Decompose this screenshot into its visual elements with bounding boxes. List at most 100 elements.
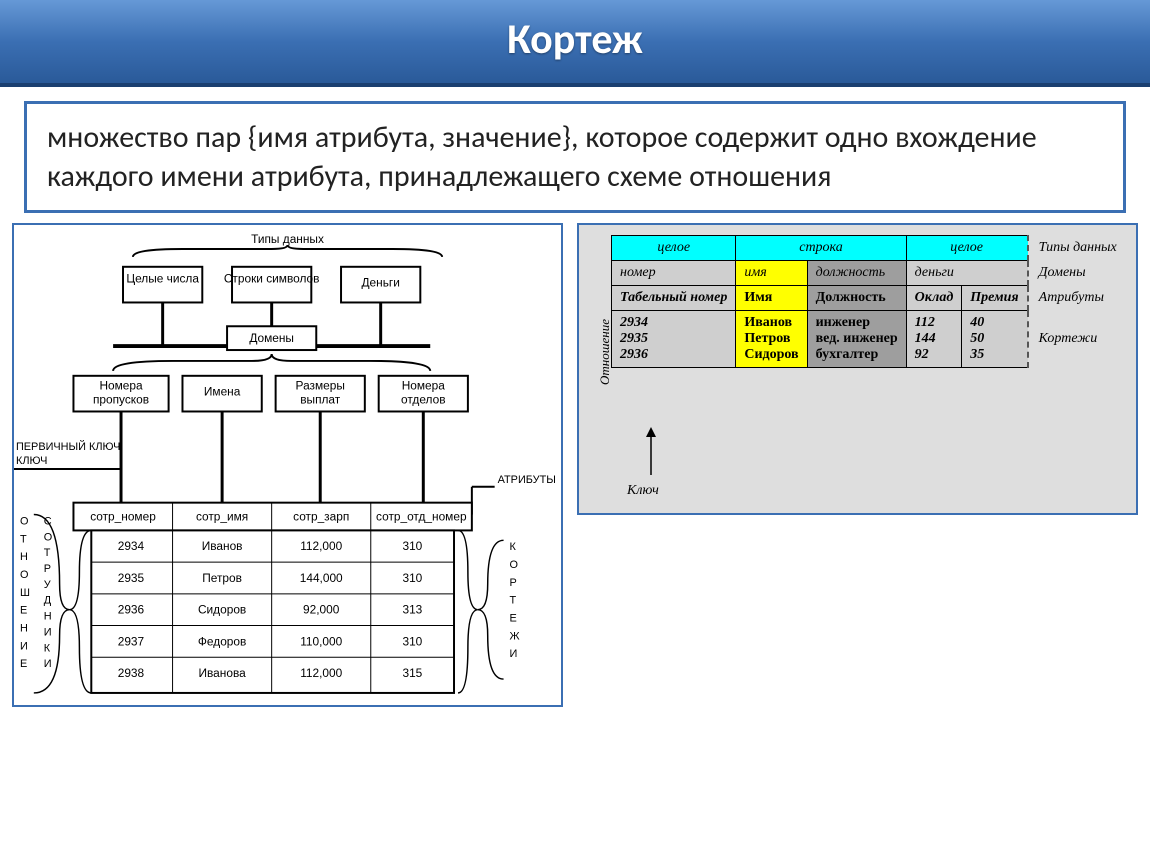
typed-table-panel: целое строка целое Типы данных номер имя… [577, 223, 1138, 515]
data-col3: инженервед. инженербухгалтер [807, 311, 906, 368]
svg-text:сотр_имя: сотр_имя [196, 509, 248, 523]
svg-text:Т: Т [510, 595, 517, 607]
svg-text:Е: Е [20, 658, 27, 670]
key-arrow [631, 425, 671, 485]
svg-text:112,000: 112,000 [300, 539, 342, 553]
svg-text:2936: 2936 [118, 603, 145, 617]
domain-box-1: Номера пропусков [73, 376, 168, 412]
svg-text:2935: 2935 [118, 571, 145, 585]
svg-text:Деньги: Деньги [362, 276, 400, 290]
svg-text:К: К [44, 642, 51, 654]
svg-text:Иванова: Иванова [198, 666, 246, 680]
schema-diagram: Типы данных Целые числа Строки символов … [12, 223, 563, 707]
svg-text:Иванов: Иванов [202, 539, 243, 553]
key-label: Ключ [627, 483, 659, 499]
label-domains: Домены [249, 331, 294, 345]
svg-text:И: И [510, 648, 518, 660]
attr-salary: Оклад [906, 286, 962, 311]
label-sotr-vertical: С О Т Р У Д Н И К И [44, 515, 52, 670]
domain-box-2: Имена [182, 376, 261, 412]
svg-text:К: К [510, 541, 517, 553]
svg-text:92,000: 92,000 [303, 603, 340, 617]
svg-text:И: И [44, 626, 52, 638]
svg-text:Строки символов: Строки символов [224, 272, 320, 286]
svg-text:И: И [44, 658, 52, 670]
svg-text:310: 310 [402, 571, 422, 585]
svg-text:Петров: Петров [202, 571, 242, 585]
svg-text:Н: Н [44, 611, 52, 623]
label-relation-vertical: О Т Н О Ш Е Н И Е [20, 515, 30, 670]
data-col2: ИвановПетровСидоров [736, 311, 807, 368]
side-tuples: Кортежи [1028, 311, 1125, 368]
svg-text:Номера: Номера [99, 379, 143, 393]
svg-text:Е: Е [510, 613, 517, 625]
svg-text:2938: 2938 [118, 666, 145, 680]
type-cell-int: целое [612, 236, 736, 261]
svg-text:О: О [20, 569, 28, 581]
svg-text:Имена: Имена [204, 385, 241, 399]
svg-text:Т: Т [44, 547, 51, 559]
attr-tabno: Табельный номер [612, 286, 736, 311]
svg-text:сотр_отд_номер: сотр_отд_номер [376, 509, 467, 523]
attr-name: Имя [736, 286, 807, 311]
label-types: Типы данных [251, 232, 324, 246]
svg-text:310: 310 [402, 634, 422, 648]
svg-text:О: О [20, 515, 28, 527]
attr-bonus: Премия [962, 286, 1028, 311]
svg-text:КЛЮЧ: КЛЮЧ [16, 455, 47, 467]
type-box-money: Деньги [341, 267, 420, 303]
svg-text:2937: 2937 [118, 634, 144, 648]
svg-text:У: У [44, 579, 51, 591]
svg-text:сотр_зарп: сотр_зарп [293, 509, 349, 523]
data-col4: 11214492 [906, 311, 962, 368]
svg-text:Размеры: Размеры [296, 379, 345, 393]
typed-table: целое строка целое Типы данных номер имя… [611, 235, 1125, 368]
svg-text:310: 310 [402, 539, 422, 553]
svg-text:выплат: выплат [300, 393, 341, 407]
side-relation: Отношение [597, 319, 613, 385]
brace-types [133, 245, 442, 257]
svg-text:315: 315 [402, 666, 422, 680]
svg-text:144,000: 144,000 [300, 571, 343, 585]
side-domains: Домены [1028, 261, 1125, 286]
type-cell-string: строка [736, 236, 906, 261]
svg-text:Ж: Ж [510, 630, 520, 642]
svg-text:О: О [510, 559, 518, 571]
svg-text:пропусков: пропусков [93, 393, 149, 407]
brace-domains [113, 354, 430, 371]
type-box-string: Строки символов [224, 267, 320, 303]
svg-text:Е: Е [20, 605, 27, 617]
svg-text:Д: Д [44, 595, 52, 607]
definition-text: множество пар {имя атрибута, значение}, … [24, 101, 1126, 213]
svg-text:Федоров: Федоров [198, 634, 246, 648]
label-pk: ПЕРВИЧНЫЙ КЛЮЧ [16, 440, 120, 453]
domain-name: имя [736, 261, 807, 286]
attr-post: Должность [807, 286, 906, 311]
svg-text:Р: Р [44, 563, 51, 575]
svg-text:110,000: 110,000 [300, 634, 342, 648]
svg-text:И: И [20, 640, 28, 652]
svg-text:313: 313 [402, 603, 422, 617]
relation-table: сотр_номер сотр_имя сотр_зарп сотр_отд_н… [73, 503, 471, 693]
svg-text:2934: 2934 [118, 539, 145, 553]
side-attrs: Атрибуты [1028, 286, 1125, 311]
type-box-int: Целые числа [123, 267, 202, 303]
label-attrs: АТРИБУТЫ [498, 474, 556, 486]
domain-post: должность [807, 261, 906, 286]
data-col5: 405035 [962, 311, 1028, 368]
data-col1: 293429352936 [612, 311, 736, 368]
svg-text:отделов: отделов [401, 393, 446, 407]
svg-text:Р: Р [510, 577, 517, 589]
domain-box-4: Номера отделов [379, 376, 468, 412]
domain-money: деньги [906, 261, 1027, 286]
type-cell-int2: целое [906, 236, 1027, 261]
svg-text:сотр_номер: сотр_номер [90, 509, 156, 523]
svg-text:Н: Н [20, 551, 28, 563]
domain-box-3: Размеры выплат [276, 376, 365, 412]
label-tuples-vertical: К О Р Т Е Ж И [510, 541, 520, 660]
svg-text:112,000: 112,000 [300, 666, 342, 680]
svg-text:Ш: Ш [20, 587, 30, 599]
svg-text:Н: Н [20, 622, 28, 634]
svg-text:О: О [44, 531, 52, 543]
side-types: Типы данных [1028, 236, 1125, 261]
